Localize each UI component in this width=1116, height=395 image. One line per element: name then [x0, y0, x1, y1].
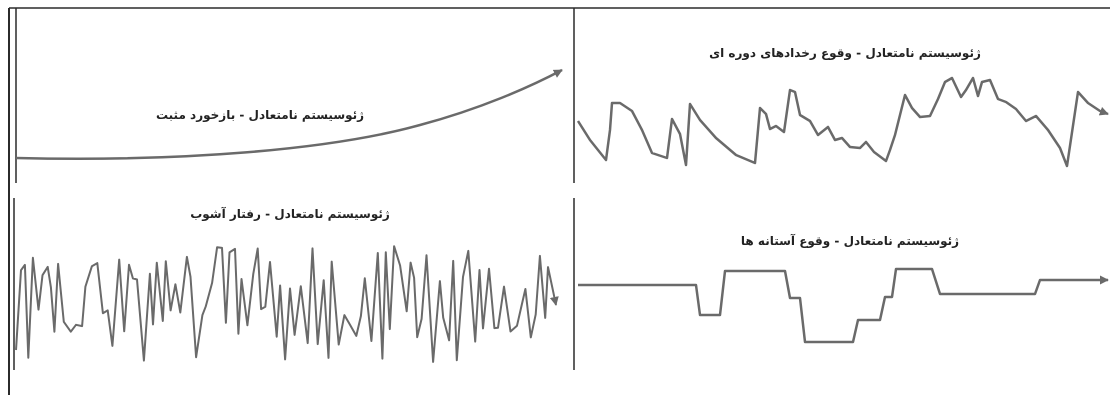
positive-feedback-curve	[15, 68, 563, 160]
chaotic-oscillation-curve	[15, 245, 559, 363]
panel-title-positive-feedback: ژئوسیستم نامتعادل - بازخورد مثبت	[156, 108, 364, 123]
panel-positive-feedback: ژئوسیستم نامتعادل - بازخورد مثبت	[15, 68, 563, 160]
panel-title-chaotic-behavior: ژئوسیستم نامتعادل - رفتار آشوب	[190, 206, 390, 222]
panel-threshold-events: ژئوسیستم نامتعادل - وقوع آستانه ها	[578, 233, 1109, 344]
periodic-events-curve	[576, 76, 1109, 168]
panel-title-periodic-events: ژئوسیستم نامتعادل - وقوع رخدادهای دوره ا…	[709, 46, 981, 61]
panel-periodic-events: ژئوسیستم نامتعادل - وقوع رخدادهای دوره ا…	[576, 46, 1109, 168]
threshold-step-curve	[578, 267, 1109, 344]
panel-chaotic-behavior: ژئوسیستم نامتعادل - رفتار آشوب	[15, 206, 559, 363]
panel-title-threshold-events: ژئوسیستم نامتعادل - وقوع آستانه ها	[741, 233, 959, 249]
